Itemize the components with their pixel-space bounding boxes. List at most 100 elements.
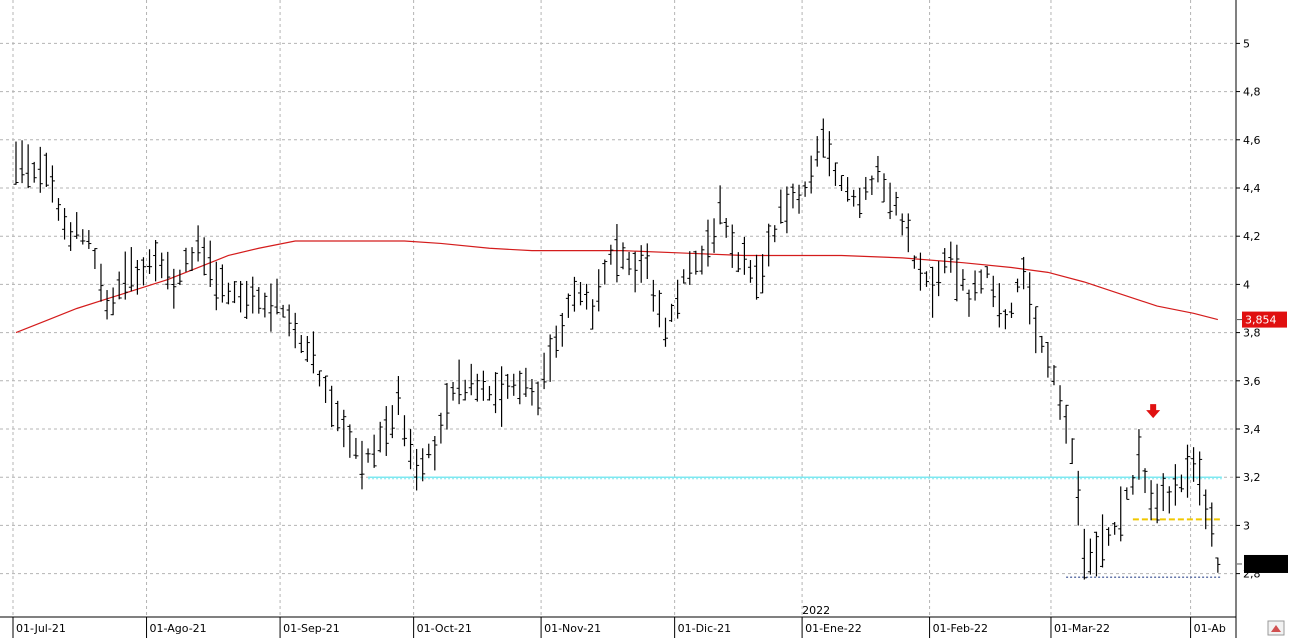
ohlc-bar: [571, 276, 577, 312]
ohlc-bar: [565, 293, 571, 318]
ohlc-bar: [766, 223, 772, 267]
ohlc-bar: [147, 249, 153, 274]
ohlc-bar: [1093, 531, 1099, 577]
ohlc-bar: [450, 382, 456, 401]
ohlc-bar: [207, 240, 213, 287]
ohlc-bar: [499, 366, 505, 427]
ohlc-bar: [268, 283, 274, 332]
ohlc-bar: [280, 304, 286, 318]
ohlc-bar: [814, 136, 820, 167]
ohlc-bar: [529, 378, 535, 406]
ohlc-bar: [893, 191, 899, 216]
ohlc-bar: [232, 281, 238, 304]
ohlc-bar: [1136, 429, 1142, 480]
ohlc-bar: [1002, 309, 1008, 330]
y-tick-label: 4,8: [1243, 86, 1261, 99]
ohlc-bar: [559, 312, 565, 347]
x-tick-label: 01-Ene-22: [805, 622, 862, 635]
grid: [0, 0, 1236, 617]
ohlc-bar: [517, 370, 523, 405]
ohlc-bar: [335, 400, 341, 432]
year-label: 2022: [802, 604, 830, 617]
ohlc-bar: [511, 373, 517, 396]
ohlc-bar: [256, 287, 262, 314]
x-tick-label: 01-Dic-21: [678, 622, 732, 635]
ohlc-bar: [19, 140, 25, 184]
ohlc-bar: [408, 429, 414, 470]
ohlc-bar: [213, 261, 219, 311]
ohlc-bar: [978, 269, 984, 294]
ohlc-bar: [1124, 487, 1130, 500]
ohlc-bar: [110, 287, 116, 316]
ohlc-bar: [729, 224, 735, 268]
ohlc-bar: [820, 118, 826, 158]
ohlc-bar: [219, 264, 225, 303]
ohlc-bar: [839, 175, 845, 192]
ohlc-bar: [195, 225, 201, 262]
y-tick-label: 3,6: [1243, 375, 1261, 388]
ohlc-bar: [493, 372, 499, 414]
ohlc-bar: [1178, 474, 1184, 493]
ohlc-bar: [984, 266, 990, 279]
ohlc-bar: [395, 376, 401, 415]
y-tick-label: 3,2: [1243, 471, 1261, 484]
markers: 3,854: [1146, 311, 1288, 636]
ohlc-bar: [310, 331, 316, 374]
ohlc-bar: [1081, 528, 1087, 580]
ohlc-bar: [656, 290, 662, 328]
ohlc-bar: [851, 189, 857, 207]
ohlc-bar: [359, 440, 365, 490]
ohlc-bar: [924, 271, 929, 287]
y-tick-label: 4,6: [1243, 134, 1261, 147]
ohlc-bar: [122, 251, 128, 300]
ohlc-bar: [462, 379, 468, 401]
ohlc-bar: [1148, 480, 1154, 521]
ohlc-bar: [687, 251, 693, 285]
ohlc-bar: [966, 289, 972, 317]
ohlc-bar: [480, 370, 486, 401]
x-tick-label: 01-Ago-21: [150, 622, 207, 635]
ohlc-bar: [717, 185, 723, 225]
ohlc-bar: [705, 219, 711, 267]
ohlc-bar: [735, 252, 741, 273]
ohlc-bar: [468, 363, 474, 396]
ohlc-bar: [159, 252, 165, 279]
x-tick-label: 01-Feb-22: [933, 622, 988, 635]
ohlc-bar: [747, 260, 753, 283]
ohlc-bar: [1185, 444, 1191, 498]
ohlc-bar: [365, 448, 371, 463]
ohlc-bar: [486, 385, 492, 401]
x-tick-label: 01-Ab: [1194, 622, 1226, 635]
ohlc-bar: [1160, 473, 1166, 512]
ohlc-bar: [942, 248, 948, 274]
ohlc-bar: [383, 406, 389, 456]
ohlc-bar: [444, 383, 450, 430]
ohlc-bar: [438, 412, 444, 444]
ohlc-bar: [456, 359, 462, 405]
ohlc-bar: [1051, 365, 1057, 386]
ohlc-bar: [808, 155, 814, 194]
level-lines: [368, 476, 1222, 578]
ohlc-bar: [371, 434, 377, 468]
ohlc-bar: [25, 144, 31, 189]
ohlc-bar: [547, 334, 553, 382]
ohlc-bar: [1112, 521, 1118, 535]
ohlc-bar: [523, 367, 529, 397]
ohlc-bar: [128, 247, 134, 292]
ohlc-bar: [329, 385, 335, 428]
ohlc-bar: [153, 239, 159, 282]
ohlc-bar: [1063, 404, 1069, 444]
ohlc-bar: [1172, 464, 1178, 506]
ohlc-bar: [189, 247, 195, 272]
ohlc-bar: [875, 155, 881, 183]
ohlc-bar: [286, 304, 292, 337]
x-tick-label: 01-Nov-21: [544, 622, 601, 635]
ohlc-bar: [784, 186, 790, 234]
ohlc-bar: [1075, 470, 1081, 526]
ohlc-bar: [104, 290, 110, 320]
ohlc-bar: [347, 424, 353, 458]
ohlc-bar: [1033, 306, 1039, 354]
ohlc-bar: [699, 245, 705, 275]
